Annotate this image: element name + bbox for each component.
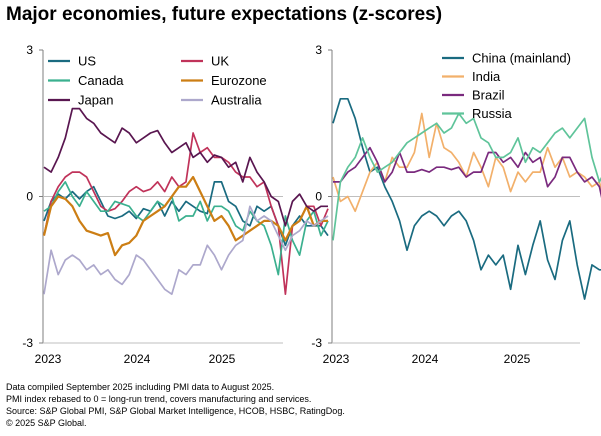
x-tick-label: 2023 [35,352,62,366]
y-tick-label: -3 [22,336,33,350]
legend-label-canada: Canada [78,73,124,88]
footnote-pmi-index: PMI index rebased to 0 = long-run trend,… [6,394,312,404]
x-tick-label: 2023 [323,352,350,366]
chart-title: Major economies, future expectations (z-… [6,4,443,25]
footnote-data-compiled: Data compiled September 2025 including P… [6,382,275,392]
series-line-china-mainland [332,97,601,300]
series-line-eurozone [42,175,328,257]
legend-label-japan: Japan [78,93,113,108]
series-line-brazil [333,146,601,199]
y-tick-label: 0 [315,190,322,204]
legend-label-eurozone: Eurozone [211,73,267,88]
legend-label-china-mainland: China (mainland) [472,51,571,66]
legend-label-india: India [472,69,501,84]
footnote-source: Source: S&P Global PMI, S&P Global Marke… [6,406,345,416]
footnotes: Data compiled September 2025 including P… [6,381,345,429]
series-line-japan [43,107,328,227]
series-line-russia [332,112,601,241]
y-tick-label: 0 [26,190,33,204]
y-tick-label: -3 [311,336,322,350]
footnote-copyright: © 2025 S&P Global. [6,418,87,428]
series-line-canada [43,181,329,276]
x-tick-label: 2025 [209,352,236,366]
x-tick-label: 2025 [504,352,531,366]
y-tick-label: 3 [315,43,322,57]
legend-label-brazil: Brazil [472,88,505,103]
x-tick-label: 2024 [412,352,439,366]
legend-label-uk: UK [211,54,229,69]
legend-label-us: US [78,54,96,69]
series-line-australia [43,205,329,296]
y-tick-label: 3 [26,43,33,57]
legend-label-australia: Australia [211,93,262,108]
legend-label-russia: Russia [472,106,513,121]
x-tick-label: 2024 [124,352,151,366]
